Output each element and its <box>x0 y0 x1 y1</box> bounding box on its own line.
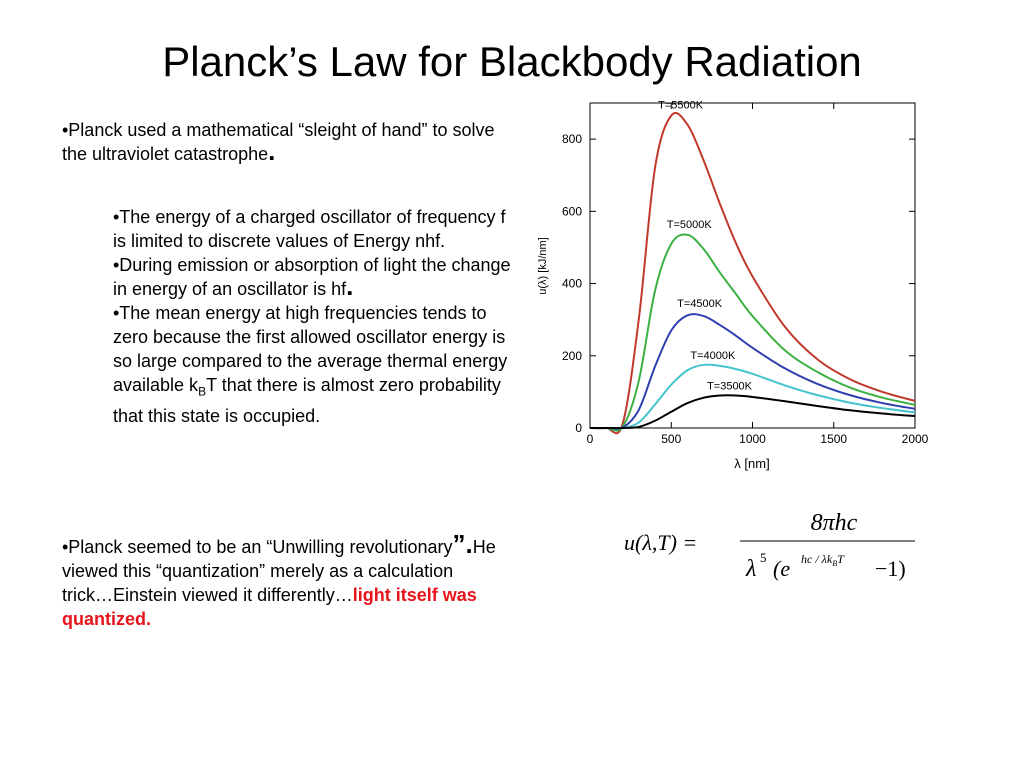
formula-exponent-T: T <box>837 552 845 566</box>
sub-bullet-mean-energy-b: T that there is almost zero probability … <box>113 375 501 426</box>
x-axis-label: λ [nm] <box>734 456 769 471</box>
x-tick-label: 1000 <box>739 432 766 446</box>
bullet-ultraviolet-period: . <box>268 136 276 166</box>
bullet-revolutionary: •Planck seemed to be an “Unwilling revol… <box>62 531 502 631</box>
y-tick-label: 200 <box>562 349 582 363</box>
bullet-revolutionary-highlight: light itself was quantized. <box>62 585 477 629</box>
slide-title: Planck’s Law for Blackbody Radiation <box>162 38 862 85</box>
formula-close: −1) <box>875 556 906 581</box>
curve-t-3500k <box>590 394 916 430</box>
formula-numerator: 8πhc <box>811 510 858 536</box>
formula-open-e: (e <box>773 556 790 581</box>
series-label-t-4500k: T=4500K <box>677 298 723 310</box>
y-tick-label: 800 <box>562 132 582 146</box>
formula-lhs: u(λ,T) = <box>624 530 697 555</box>
sub-bullet-emission: •During emission or absorption of light … <box>113 253 518 301</box>
bullet-revolutionary-big: ”. <box>452 529 473 559</box>
y-tick-label: 400 <box>562 277 582 291</box>
series-label-t-3500k: T=3500K <box>707 381 753 393</box>
sub-bullet-oscillator-energy: •The energy of a charged oscillator of f… <box>113 207 506 251</box>
curve-t-4000k <box>590 363 916 430</box>
x-tick-label: 500 <box>661 432 681 446</box>
sub-bullet-mean-energy: •The mean energy at high frequencies ten… <box>113 301 518 428</box>
bullet-ultraviolet-text: •Planck used a mathematical “sleight of … <box>62 120 495 164</box>
bullet-revolutionary-b: He viewed this “quantization” merely as … <box>62 537 496 605</box>
formula-exponent-text: hc / λk <box>801 552 833 566</box>
series-label-t-5000k: T=5000K <box>667 219 713 231</box>
bullet-revolutionary-a: •Planck seemed to be an “Unwilling revol… <box>62 537 453 557</box>
series-label-t-5500k: T=5500K <box>658 100 704 112</box>
planck-chart: 0 500 1000 1500 2000 0 200 400 600 800 T=5500K T=5… <box>537 100 929 471</box>
x-tick-label: 1500 <box>820 432 847 446</box>
y-tick-label: 0 <box>575 421 582 435</box>
sub-bullet-mean-energy-sub: B <box>198 384 207 399</box>
curve-t-5500k <box>589 111 916 435</box>
sub-bullet-emission-text: •During emission or absorption of light … <box>113 255 511 299</box>
formula-exponent-sub: B <box>832 559 837 568</box>
y-axis-label: u(λ) [kJ/nm] <box>537 237 549 294</box>
y-tick-label: 600 <box>562 204 582 218</box>
formula-exponent: hc / λkBT <box>801 552 845 568</box>
formula-power-5: 5 <box>760 550 767 565</box>
sub-bullet-mean-energy-a: •The mean energy at high frequencies ten… <box>113 303 508 395</box>
curve-t-5000k <box>589 233 916 432</box>
x-tick-label: 0 <box>587 432 594 446</box>
formula-denominator-lambda: λ <box>745 556 756 582</box>
x-tick-label: 2000 <box>902 432 929 446</box>
bullet-ultraviolet: •Planck used a mathematical “sleight of … <box>62 118 502 166</box>
series-label-t-4000k: T=4000K <box>690 350 736 362</box>
sub-bullet-emission-period: . <box>346 271 354 301</box>
sub-bullet-list: •The energy of a charged oscillator of f… <box>113 205 518 428</box>
planck-formula: u(λ,T) = 8πhc λ 5 (e hc / λkBT −1) <box>624 510 915 582</box>
curve-t-4500k <box>589 313 916 431</box>
